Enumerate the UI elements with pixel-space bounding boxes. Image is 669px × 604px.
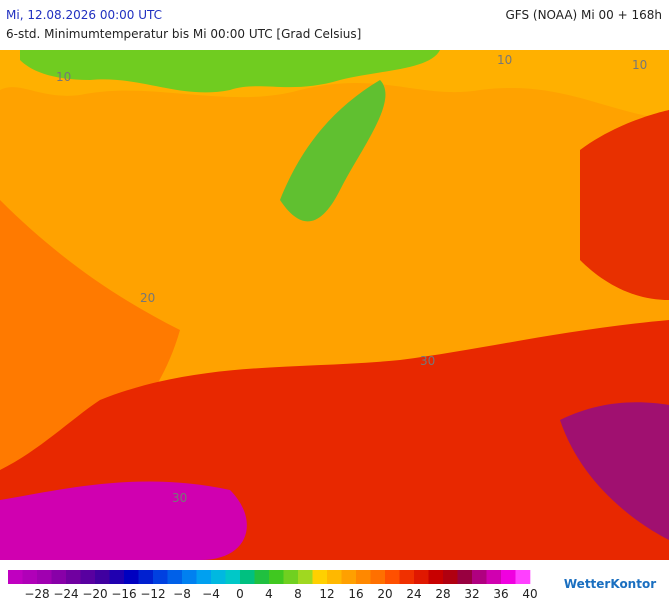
- colorbar-swatch: [153, 570, 168, 584]
- colorbar-swatch: [399, 570, 415, 584]
- colorbar-swatch: [167, 570, 183, 584]
- colorbar-label: −4: [202, 587, 220, 600]
- model: GFS (NOAA) Mi 00 + 168h: [505, 8, 662, 22]
- colorbar-label: −20: [82, 587, 107, 600]
- colorbar-swatch: [443, 570, 458, 584]
- subtitle: 6-std. Minimumtemperatur bis Mi 00:00 UT…: [6, 27, 361, 41]
- colorbar-swatch: [51, 570, 67, 584]
- colorbar-swatch: [501, 570, 516, 584]
- colorbar-swatch: [182, 570, 197, 584]
- colorbar-label: 28: [435, 587, 450, 600]
- colorbar-label: 24: [406, 587, 421, 600]
- colorbar-swatch: [124, 570, 139, 584]
- colorbar-swatch: [472, 570, 487, 584]
- colorbar-swatch: [428, 570, 444, 584]
- colorbar-swatch: [486, 570, 502, 584]
- colorbar-swatch: [109, 570, 125, 584]
- colorbar-label: −16: [111, 587, 136, 600]
- colorbar-label: 20: [377, 587, 392, 600]
- colorbar-swatch: [211, 570, 226, 584]
- colorbar-label: 16: [348, 587, 363, 600]
- colorbar: −28 −24 −20 −16 −12 −8 −4 0 4 8 12 16 20 24 28 32 36 40: [8, 570, 538, 601]
- colorbar-swatch: [269, 570, 284, 584]
- colorbar-swatch: [254, 570, 270, 584]
- colorbar-swatch: [225, 570, 241, 584]
- colorbar-swatch: [240, 570, 255, 584]
- colorbar-label: −12: [140, 587, 165, 600]
- contour-label: 30: [172, 491, 187, 505]
- colorbar-label: 32: [464, 587, 479, 600]
- contour-label: 10: [56, 70, 71, 84]
- colorbar-label: 12: [319, 587, 334, 600]
- colorbar-swatch: [457, 570, 473, 584]
- colorbar-label: 4: [265, 587, 273, 600]
- contour-label: 30: [420, 354, 435, 368]
- colorbar-swatch: [80, 570, 96, 584]
- colorbar-label: 36: [493, 587, 508, 600]
- colorbar-swatch: [22, 570, 38, 584]
- logo: WetterKontor: [564, 577, 656, 591]
- colorbar-swatch: [298, 570, 313, 584]
- colorbar-swatch: [95, 570, 110, 584]
- contour-labels: 10 10 10 30 30 20: [56, 53, 647, 505]
- contour-label: 10: [632, 58, 647, 72]
- colorbar-swatch: [385, 570, 400, 584]
- map: 10 10 10 30 30 20: [0, 50, 669, 560]
- colorbar-swatch: [515, 570, 531, 584]
- colorbar-swatch: [138, 570, 154, 584]
- colorbar-swatch: [312, 570, 328, 584]
- colorbar-label: 40: [522, 587, 537, 600]
- colorbar-label: −24: [53, 587, 78, 600]
- colorbar-swatch: [414, 570, 429, 584]
- colorbar-swatch: [356, 570, 371, 584]
- colorbar-swatch: [283, 570, 299, 584]
- colorbar-label: −28: [24, 587, 49, 600]
- colorbar-label: 8: [294, 587, 302, 600]
- colorbar-swatch: [370, 570, 386, 584]
- contour-label: 10: [497, 53, 512, 67]
- date: Mi, 12.08.2026 00:00 UTC: [6, 8, 162, 22]
- contour-label: 20: [140, 291, 155, 305]
- colorbar-swatch: [196, 570, 212, 584]
- colorbar-swatch: [341, 570, 357, 584]
- colorbar-swatch: [8, 570, 23, 584]
- colorbar-label: 0: [236, 587, 244, 600]
- colorbar-swatch: [66, 570, 81, 584]
- colorbar-swatch: [37, 570, 52, 584]
- colorbar-label: −8: [173, 587, 191, 600]
- colorbar-swatch: [327, 570, 342, 584]
